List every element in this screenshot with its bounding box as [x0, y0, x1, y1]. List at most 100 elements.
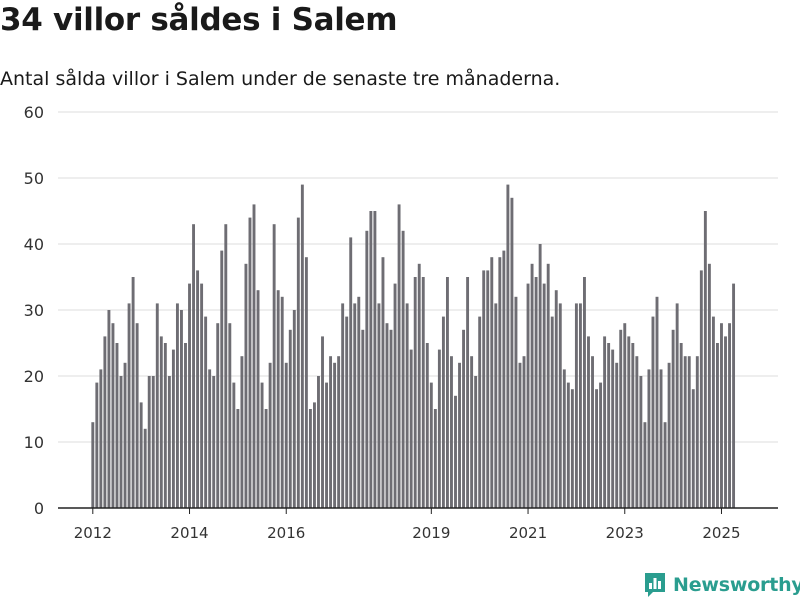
bar [530, 263, 534, 508]
x-tick-label: 2016 [267, 524, 305, 542]
bar [216, 323, 220, 508]
bar [313, 402, 316, 508]
bar [345, 316, 349, 508]
bar [558, 303, 562, 508]
x-tick-label: 2021 [509, 524, 547, 542]
bar [595, 389, 598, 508]
bar [111, 323, 115, 508]
bar [240, 356, 244, 508]
bars [91, 184, 736, 509]
bar [244, 263, 248, 508]
bar [143, 428, 147, 508]
bar [317, 376, 320, 508]
bar [280, 296, 284, 508]
bar [518, 362, 522, 508]
bar [381, 257, 385, 508]
bar [341, 303, 345, 508]
bar [458, 362, 461, 508]
bar [208, 369, 212, 508]
bar [587, 336, 590, 508]
y-tick-label: 40 [24, 235, 44, 254]
bar [119, 376, 123, 508]
bar [115, 343, 119, 508]
bar [276, 290, 280, 508]
bar [534, 277, 538, 508]
bar [329, 356, 333, 508]
bar [91, 422, 95, 508]
bar [720, 323, 723, 508]
y-tick-label: 30 [24, 301, 44, 320]
bar [159, 336, 163, 508]
bar [671, 329, 675, 508]
bar [167, 376, 171, 508]
bar [478, 316, 482, 508]
bar [147, 376, 151, 508]
data-labels: 34 [727, 0, 749, 5]
y-tick-label: 20 [24, 367, 44, 386]
bar [562, 369, 566, 508]
bar [401, 230, 405, 509]
bar [292, 310, 296, 508]
chart-subtitle: Antal sålda villor i Salem under de sena… [0, 68, 561, 90]
bar [264, 409, 268, 508]
bar [385, 323, 389, 508]
bar [377, 303, 381, 508]
bar [433, 409, 437, 508]
bar [615, 362, 619, 508]
bar [691, 389, 695, 508]
bar [296, 217, 300, 508]
bar [466, 277, 470, 508]
bar [679, 343, 683, 508]
bar [224, 224, 228, 508]
bar [369, 211, 373, 508]
bar [99, 369, 103, 508]
bar [591, 356, 594, 508]
bar [321, 336, 324, 508]
bar [192, 224, 195, 508]
bar [284, 362, 288, 508]
bar [470, 356, 474, 508]
bar [151, 376, 155, 508]
bar [647, 369, 651, 508]
bar [413, 277, 417, 508]
bar [175, 303, 179, 508]
x-tick-label: 2023 [606, 524, 644, 542]
bar [131, 277, 135, 508]
bar [373, 211, 377, 508]
bar [687, 356, 691, 508]
bar [498, 257, 502, 508]
bar [631, 343, 635, 508]
bar [566, 382, 570, 508]
bar [252, 204, 256, 508]
y-axis-ticks: 0 10 20 30 40 50 60 [24, 103, 44, 518]
bar [707, 263, 711, 508]
bar [659, 369, 663, 508]
bar [522, 356, 526, 508]
bar [639, 376, 643, 508]
bar [300, 184, 304, 508]
bar [304, 257, 308, 508]
bar [188, 283, 191, 508]
bar [502, 250, 506, 508]
bar [421, 277, 425, 508]
bar [695, 356, 699, 508]
bar [200, 283, 204, 508]
bar [643, 422, 647, 508]
bar [607, 343, 611, 508]
bar [365, 230, 369, 509]
bar [228, 323, 232, 508]
bar [651, 316, 655, 508]
bar [611, 349, 615, 508]
bar [425, 343, 429, 508]
bar [683, 356, 687, 508]
bar [268, 362, 272, 508]
bar [260, 382, 264, 508]
y-tick-label: 10 [24, 433, 44, 452]
bar [389, 329, 393, 508]
bar [454, 395, 457, 508]
bar [171, 349, 175, 508]
bar [357, 296, 361, 508]
bar [514, 296, 518, 508]
bar [506, 184, 510, 508]
bar [405, 303, 409, 508]
